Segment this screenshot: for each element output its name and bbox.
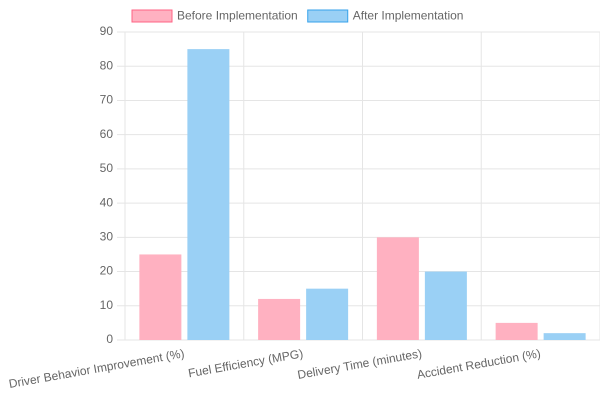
legend-label: Before Implementation (177, 9, 298, 23)
y-tick-label: 70 (100, 93, 114, 107)
y-tick-label: 40 (100, 195, 114, 209)
y-tick-label: 20 (100, 264, 114, 278)
bar (258, 298, 301, 340)
bar (543, 333, 586, 340)
x-tick-label: Fuel Efficiency (MPG) (187, 346, 304, 380)
x-tick-label: Accident Reduction (%) (416, 346, 542, 382)
y-tick-label: 30 (100, 230, 114, 244)
y-tick-label: 50 (100, 161, 114, 175)
legend-swatch (307, 9, 349, 23)
x-tick-label: Driver Behavior Improvement (%) (8, 346, 186, 391)
y-tick-label: 0 (106, 332, 113, 346)
y-tick-label: 90 (100, 24, 114, 38)
bar (306, 288, 349, 340)
bar (139, 254, 182, 340)
bar (187, 49, 230, 340)
y-tick-label: 60 (100, 127, 114, 141)
bar (376, 237, 419, 340)
bar (424, 271, 467, 340)
bar (495, 322, 538, 340)
y-tick-label: 10 (100, 298, 114, 312)
legend-label: After Implementation (353, 9, 464, 23)
legend-swatch (131, 9, 173, 23)
y-tick-label: 80 (100, 58, 114, 72)
x-tick-label: Delivery Time (minutes) (296, 346, 423, 382)
